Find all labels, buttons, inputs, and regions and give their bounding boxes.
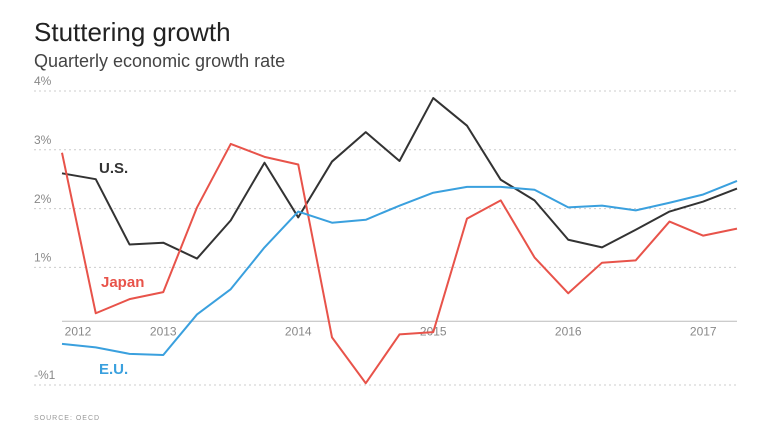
x-tick-label: 2012 <box>65 324 92 338</box>
chart-subtitle: Quarterly economic growth rate <box>34 51 285 71</box>
series-line <box>61 97 738 260</box>
y-tick-label: 2% <box>34 192 52 206</box>
chart-title: Stuttering growth <box>34 17 231 47</box>
x-tick-label: 2013 <box>150 324 177 338</box>
x-tick-label: 2017 <box>690 324 717 338</box>
x-tick-label: 2016 <box>555 324 582 338</box>
series-line <box>61 180 738 357</box>
y-tick-label: 3% <box>34 133 52 147</box>
y-tick-label: 4% <box>34 74 52 88</box>
source: SOURCE: OECD <box>34 415 100 422</box>
y-tick-label: -%1 <box>34 368 56 382</box>
x-tick-label: 2014 <box>285 324 312 338</box>
series-label: U.S. <box>99 160 128 177</box>
series-line <box>61 142 738 385</box>
y-tick-label: 1% <box>34 251 52 265</box>
series-label: Japan <box>101 274 144 291</box>
series-label: E.U. <box>99 361 128 378</box>
